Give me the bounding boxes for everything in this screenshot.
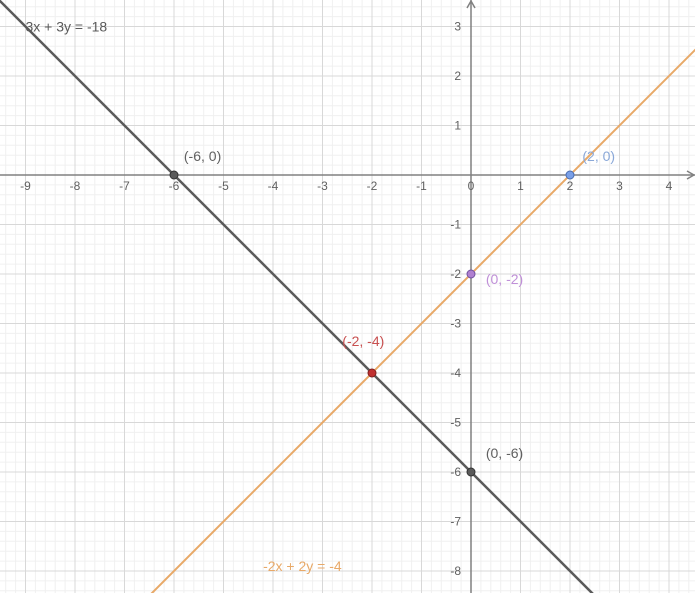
x-tick-label: 2 xyxy=(567,179,574,193)
y-tick-label: -1 xyxy=(450,218,461,232)
y-tick-label: 2 xyxy=(454,69,461,83)
equation-label: -2x + 2y = -4 xyxy=(263,558,342,574)
y-tick-label: -8 xyxy=(450,564,461,578)
point-label: (-6, 0) xyxy=(184,148,221,164)
plot-point xyxy=(170,171,178,179)
x-tick-label: -2 xyxy=(367,179,378,193)
graph-plot: -9 -8 -7 -6 -5 -4 -3 -2 -1 0 1 2 3 4 -8 -7 -6 -5 -4 -3 -2 -1 1… xyxy=(0,0,695,593)
y-tick-label: -2 xyxy=(450,267,461,281)
x-tick-label: -9 xyxy=(20,179,31,193)
x-tick-label: -5 xyxy=(218,179,229,193)
x-tick-label: -4 xyxy=(268,179,279,193)
plot-point xyxy=(368,369,376,377)
y-tick-label: -3 xyxy=(450,317,461,331)
y-tick-label: -5 xyxy=(450,416,461,430)
equation-label: 3x + 3y = -18 xyxy=(26,18,108,34)
point-label: (2, 0) xyxy=(582,148,615,164)
y-tick-label: -6 xyxy=(450,465,461,479)
x-tick-label: -3 xyxy=(317,179,328,193)
x-tick-label: 3 xyxy=(616,179,623,193)
y-tick-label: 3 xyxy=(454,20,461,34)
x-tick-label: -6 xyxy=(169,179,180,193)
y-tick-label: 1 xyxy=(454,119,461,133)
x-tick-label: -7 xyxy=(119,179,130,193)
point-label: (0, -6) xyxy=(486,445,523,461)
point-label: (0, -2) xyxy=(486,271,523,287)
plot-point xyxy=(566,171,574,179)
y-tick-label: -7 xyxy=(450,515,461,529)
y-tick-label: -4 xyxy=(450,366,461,380)
x-tick-label: 0 xyxy=(468,179,475,193)
plot-point xyxy=(467,270,475,278)
x-tick-label: 1 xyxy=(517,179,524,193)
plot-point xyxy=(467,468,475,476)
chart-svg: -9 -8 -7 -6 -5 -4 -3 -2 -1 0 1 2 3 4 -8 -7 -6 -5 -4 -3 -2 -1 1… xyxy=(0,0,695,593)
x-tick-label: -8 xyxy=(70,179,81,193)
x-tick-label: 4 xyxy=(666,179,673,193)
x-tick-label: -1 xyxy=(416,179,427,193)
point-label: (-2, -4) xyxy=(342,333,384,349)
